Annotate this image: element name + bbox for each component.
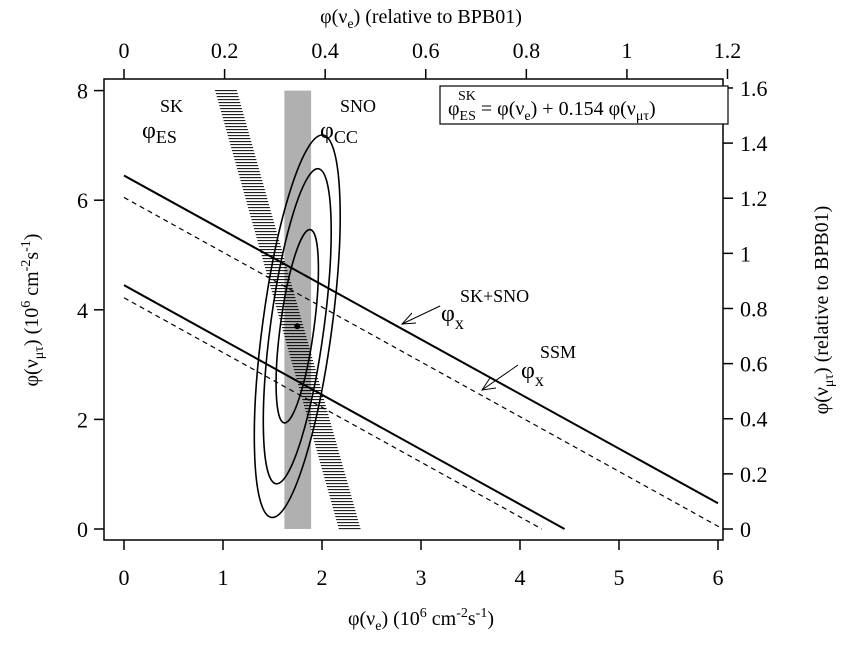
y-tick-label: 8 bbox=[77, 79, 88, 104]
sk-es-hatched-band bbox=[215, 90, 361, 530]
x-tick-label: 3 bbox=[416, 565, 427, 590]
ssm-arrowhead bbox=[480, 377, 497, 391]
y-tick-label: 4 bbox=[77, 298, 88, 323]
sk-es-label-sup: SK bbox=[160, 96, 183, 116]
right-tick-label: 1.6 bbox=[740, 76, 768, 101]
right-tick-label: 0.6 bbox=[740, 352, 768, 377]
dashed-line-3 bbox=[123, 196, 723, 530]
sk-es-label: φES bbox=[142, 118, 177, 147]
x-tick-label: 2 bbox=[317, 565, 328, 590]
sksno-arrowhead bbox=[400, 312, 417, 325]
ssm-label-sup: SSM bbox=[540, 342, 576, 362]
top-x-axis-label: φ(νe) (relative to BPB01) bbox=[320, 6, 522, 32]
y-tick-label: 0 bbox=[77, 517, 88, 542]
x-axis-label: φ(νe) (106 cm-2s-1) bbox=[348, 606, 494, 634]
plot-frame bbox=[103, 78, 724, 541]
top-tick-label: 0.2 bbox=[211, 38, 239, 63]
right-tick-label: 1.4 bbox=[740, 131, 768, 156]
right-tick-label: 1.2 bbox=[740, 186, 768, 211]
top-tick-label: 1.2 bbox=[714, 38, 742, 63]
formula-lhs-sup: SK bbox=[458, 89, 476, 104]
top-tick-label: 0.4 bbox=[311, 38, 339, 63]
y-axis-label: φ(νμτ) (106 cm-2s-1) bbox=[19, 234, 47, 387]
solid-line-1 bbox=[123, 174, 719, 505]
confidence-contours bbox=[253, 134, 341, 519]
top-tick-label: 0.6 bbox=[412, 38, 440, 63]
sksno-arrow bbox=[401, 305, 441, 325]
plot-area bbox=[123, 90, 723, 530]
top-tick-label: 0 bbox=[119, 38, 130, 63]
formula-box bbox=[439, 85, 729, 125]
sksno-label: φx bbox=[441, 301, 464, 333]
sno-cc-label: φCC bbox=[320, 118, 358, 147]
formula-text: φES = φ(νe) + 0.154 φ(νμτ) bbox=[448, 98, 656, 124]
ssm-arrow bbox=[481, 364, 519, 391]
ssm-label: φx bbox=[521, 358, 544, 390]
sksno-label-sup: SK+SNO bbox=[460, 286, 529, 306]
contour-ellipse-3 bbox=[253, 134, 341, 519]
top-tick-label: 0.8 bbox=[513, 38, 541, 63]
right-tick-label: 0.4 bbox=[740, 407, 768, 432]
right-tick-label: 0 bbox=[740, 517, 751, 542]
x-tick-label: 0 bbox=[119, 565, 130, 590]
sno-cc-label-sup: SNO bbox=[340, 96, 376, 116]
x-tick-label: 5 bbox=[614, 565, 625, 590]
right-tick-label: 0.2 bbox=[740, 462, 768, 487]
right-tick-label: 0.8 bbox=[740, 296, 768, 321]
y-tick-label: 6 bbox=[77, 188, 88, 213]
right-y-axis-label: φ(νμτ) (relative to BPB01) bbox=[811, 206, 837, 415]
x-tick-label: 6 bbox=[713, 565, 724, 590]
solid-line-2 bbox=[123, 284, 566, 530]
right-tick-label: 1 bbox=[740, 241, 751, 266]
x-tick-label: 4 bbox=[515, 565, 526, 590]
contour-ellipse-1 bbox=[275, 228, 320, 424]
flux-lines bbox=[123, 174, 723, 530]
top-tick-label: 1 bbox=[621, 38, 632, 63]
contour-ellipse-2 bbox=[262, 167, 332, 485]
x-tick-label: 1 bbox=[218, 565, 229, 590]
dashed-line-4 bbox=[123, 297, 543, 530]
best-fit-point bbox=[294, 323, 301, 330]
y-tick-label: 2 bbox=[77, 407, 88, 432]
